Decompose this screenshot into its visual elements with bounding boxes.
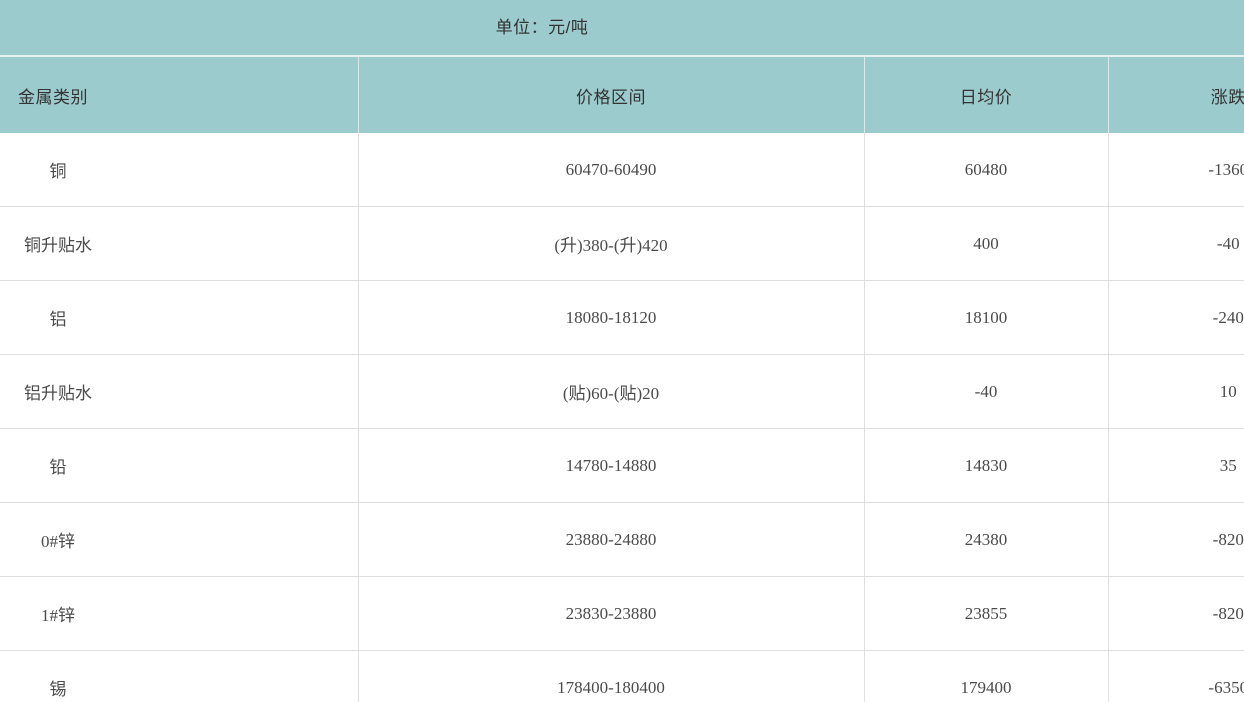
cell-price-range: 23830-23880: [358, 576, 865, 651]
unit-label: 单位：元/吨: [495, 18, 589, 37]
metal-price-table: 金属类别 价格区间 日均价 涨跌 铜 60470-60490 60480 -1360 铜…: [0, 57, 1244, 702]
cell-change: -820: [1108, 576, 1244, 651]
cell-price-range: 23880-24880: [358, 502, 865, 577]
column-header-range[interactable]: 价格区间: [358, 57, 865, 133]
cell-metal: 0#锌: [0, 502, 359, 577]
cell-change: -6350: [1108, 650, 1244, 702]
cell-change: -40: [1108, 206, 1244, 281]
column-header-metal[interactable]: 金属类别: [0, 57, 359, 133]
cell-daily-average: 179400: [864, 650, 1109, 702]
table-row: 铝升贴水 (贴)60-(贴)20 -40 10: [0, 354, 1244, 429]
cell-price-range: (升)380-(升)420: [358, 206, 865, 281]
cell-change: -820: [1108, 502, 1244, 577]
metal-name: 铝升贴水: [24, 384, 92, 403]
cell-change: -240: [1108, 280, 1244, 355]
column-header-avg[interactable]: 日均价: [864, 57, 1109, 133]
table-row: 锡 178400-180400 179400 -6350: [0, 650, 1244, 702]
metal-name: 铜升贴水: [24, 236, 92, 255]
cell-metal: 铜: [0, 133, 359, 207]
cell-price-range: 178400-180400: [358, 650, 865, 702]
cell-price-range: (贴)60-(贴)20: [358, 354, 865, 429]
cell-metal: 铜升贴水: [0, 206, 359, 281]
metal-name: 铜: [49, 162, 67, 181]
cell-daily-average: 24380: [864, 502, 1109, 577]
table-header: 金属类别 价格区间 日均价 涨跌: [0, 57, 1244, 133]
cell-daily-average: 60480: [864, 133, 1109, 207]
table-header-row: 金属类别 价格区间 日均价 涨跌: [0, 57, 1244, 133]
cell-change: -1360: [1108, 133, 1244, 207]
table-row: 铜 60470-60490 60480 -1360: [0, 133, 1244, 207]
cell-daily-average: 23855: [864, 576, 1109, 651]
metal-name: 铝: [49, 310, 67, 329]
cell-metal: 铝升贴水: [0, 354, 359, 429]
table-row: 0#锌 23880-24880 24380 -820: [0, 502, 1244, 577]
metal-name: 1#锌: [41, 606, 75, 625]
cell-metal: 锡: [0, 650, 359, 702]
cell-price-range: 14780-14880: [358, 428, 865, 503]
metal-name: 0#锌: [41, 532, 75, 551]
banner-divider: [0, 55, 1244, 57]
cell-price-range: 18080-18120: [358, 280, 865, 355]
cell-change: 35: [1108, 428, 1244, 503]
cell-metal: 铝: [0, 280, 359, 355]
table-row: 铅 14780-14880 14830 35: [0, 428, 1244, 503]
metal-name: 铅: [49, 458, 67, 477]
cell-daily-average: 18100: [864, 280, 1109, 355]
table-row: 1#锌 23830-23880 23855 -820: [0, 576, 1244, 651]
cell-daily-average: 14830: [864, 428, 1109, 503]
cell-change: 10: [1108, 354, 1244, 429]
metal-name: 锡: [49, 680, 67, 699]
cell-daily-average: 400: [864, 206, 1109, 281]
cell-metal: 铅: [0, 428, 359, 503]
cell-daily-average: -40: [864, 354, 1109, 429]
column-header-change[interactable]: 涨跌: [1108, 57, 1244, 133]
table-row: 铝 18080-18120 18100 -240: [0, 280, 1244, 355]
unit-banner: 单位：元/吨: [0, 0, 1244, 55]
table-body: 铜 60470-60490 60480 -1360 铜升贴水 (升)380-(升)420 4…: [0, 133, 1244, 702]
table-row: 铜升贴水 (升)380-(升)420 400 -40: [0, 206, 1244, 281]
cell-price-range: 60470-60490: [358, 133, 865, 207]
cell-metal: 1#锌: [0, 576, 359, 651]
